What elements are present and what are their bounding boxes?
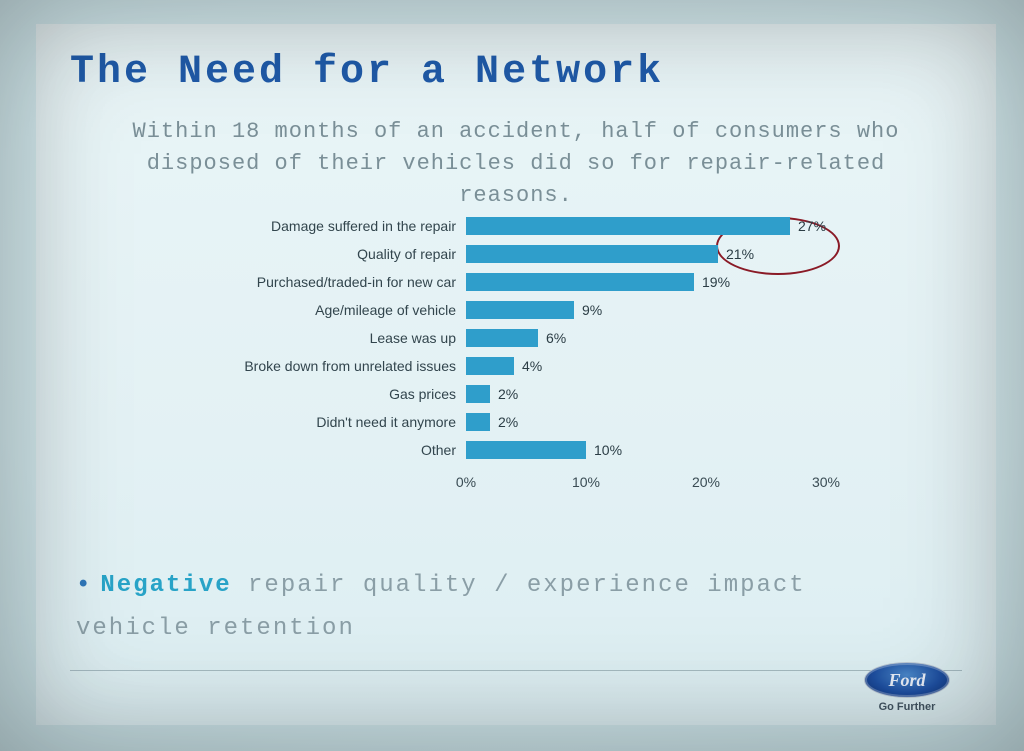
x-axis-tick: 30% <box>812 474 840 490</box>
bar-row: Age/mileage of vehicle9% <box>186 300 866 320</box>
x-axis-tick: 20% <box>692 474 720 490</box>
bar-row: Purchased/traded-in for new car19% <box>186 272 866 292</box>
bar-value-label: 10% <box>594 440 622 460</box>
bar-rect <box>466 217 790 235</box>
bullet-marker: • <box>76 572 92 599</box>
bar-row: Lease was up6% <box>186 328 866 348</box>
footer-divider <box>70 670 962 671</box>
bar-value-label: 19% <box>702 272 730 292</box>
bar-category-label: Gas prices <box>56 384 456 404</box>
bar-category-label: Quality of repair <box>56 244 456 264</box>
bar-row: Gas prices2% <box>186 384 866 404</box>
slide-subtitle: Within 18 months of an accident, half of… <box>96 116 936 212</box>
bullet-point: •Negative repair quality / experience im… <box>76 564 936 650</box>
bullet-strong: Negative <box>100 572 231 599</box>
brand-block: Ford Go Further <box>852 662 962 713</box>
photo-frame: The Need for a Network Within 18 months … <box>0 0 1024 751</box>
bar-value-label: 27% <box>798 216 826 236</box>
bar-category-label: Age/mileage of vehicle <box>56 300 456 320</box>
bar-category-label: Broke down from unrelated issues <box>56 356 456 376</box>
bar-row: Quality of repair21% <box>186 244 866 264</box>
bar-category-label: Didn't need it anymore <box>56 412 456 432</box>
bar-rect <box>466 413 490 431</box>
bar-rect <box>466 441 586 459</box>
bar-value-label: 6% <box>546 328 566 348</box>
bar-rect <box>466 273 694 291</box>
bar-rect <box>466 357 514 375</box>
bar-value-label: 2% <box>498 384 518 404</box>
bar-value-label: 21% <box>726 244 754 264</box>
ford-logo: Ford <box>864 662 950 698</box>
slide-title: The Need for a Network <box>70 50 664 95</box>
bar-rect <box>466 245 718 263</box>
x-axis-tick: 10% <box>572 474 600 490</box>
bar-row: Damage suffered in the repair27% <box>186 216 866 236</box>
bar-row: Didn't need it anymore2% <box>186 412 866 432</box>
bar-row: Other10% <box>186 440 866 460</box>
slide-canvas: The Need for a Network Within 18 months … <box>36 24 996 725</box>
bar-rect <box>466 385 490 403</box>
bar-rect <box>466 329 538 347</box>
bar-value-label: 4% <box>522 356 542 376</box>
bar-value-label: 2% <box>498 412 518 432</box>
x-axis-tick: 0% <box>456 474 476 490</box>
bar-category-label: Lease was up <box>56 328 456 348</box>
reasons-bar-chart: Damage suffered in the repair27% Quality … <box>186 216 866 516</box>
bar-category-label: Other <box>56 440 456 460</box>
bar-value-label: 9% <box>582 300 602 320</box>
bar-category-label: Damage suffered in the repair <box>56 216 456 236</box>
brand-tagline: Go Further <box>852 701 962 713</box>
bar-row: Broke down from unrelated issues4% <box>186 356 866 376</box>
bar-category-label: Purchased/traded-in for new car <box>56 272 456 292</box>
bar-rect <box>466 301 574 319</box>
